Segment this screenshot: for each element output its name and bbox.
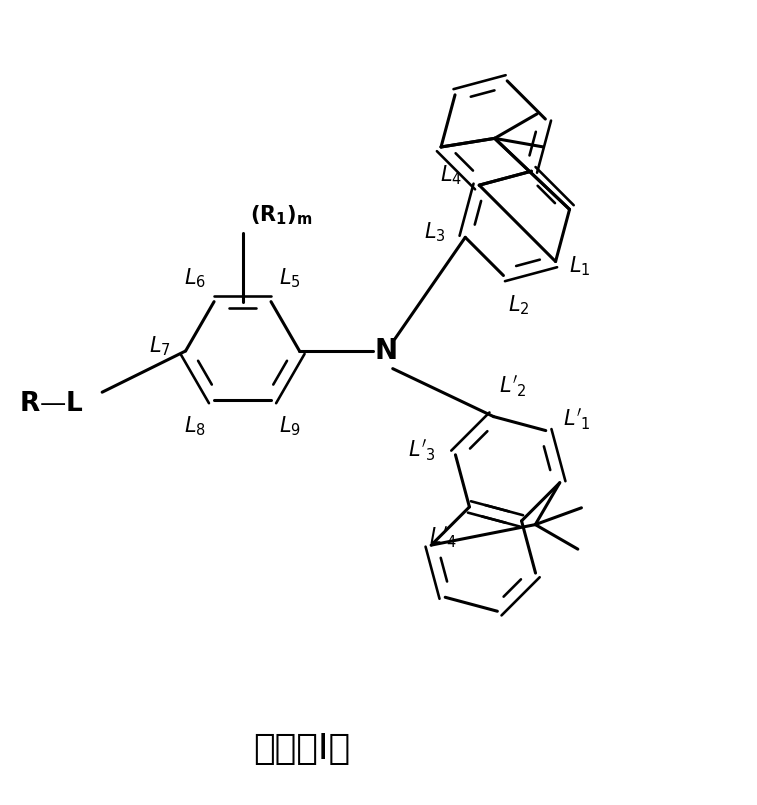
Text: $L_7$: $L_7$ <box>149 334 171 358</box>
Text: $L'_2$: $L'_2$ <box>499 374 526 399</box>
Text: $L_3$: $L_3$ <box>424 221 446 244</box>
Text: $L_6$: $L_6$ <box>184 266 206 290</box>
Text: $L_8$: $L_8$ <box>184 414 206 438</box>
Text: $L'_1$: $L'_1$ <box>563 406 591 431</box>
Text: $\mathbf{N}$: $\mathbf{N}$ <box>373 337 396 365</box>
Text: $L_1$: $L_1$ <box>569 254 590 279</box>
Text: $L'_4$: $L'_4$ <box>429 525 458 550</box>
Text: 通式（I）: 通式（I） <box>253 732 350 766</box>
Text: $L'_3$: $L'_3$ <box>408 437 436 463</box>
Text: $L_9$: $L_9$ <box>279 414 301 438</box>
Text: $\mathbf{(R_1)_m}$: $\mathbf{(R_1)_m}$ <box>251 204 313 227</box>
Text: $L_2$: $L_2$ <box>509 293 530 317</box>
Text: $L_5$: $L_5$ <box>279 266 301 290</box>
Text: $\mathbf{R}$—$\mathbf{L}$: $\mathbf{R}$—$\mathbf{L}$ <box>19 391 83 417</box>
Text: $L_4$: $L_4$ <box>440 163 462 187</box>
